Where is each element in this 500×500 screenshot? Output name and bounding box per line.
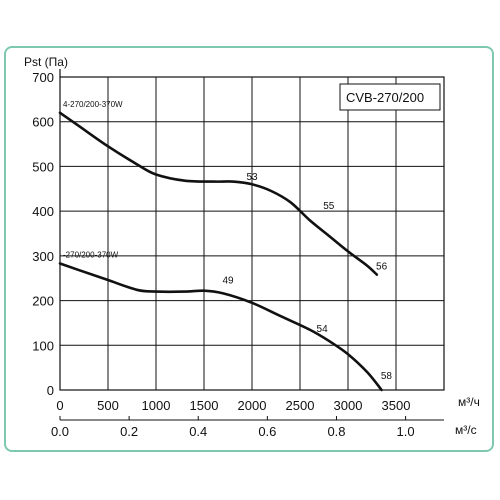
- series-group: [58, 111, 383, 392]
- x-tick-label-primary: 500: [97, 398, 119, 413]
- y-tick-label: 600: [32, 115, 54, 130]
- x-tick-label-primary: 2500: [286, 398, 315, 413]
- point-annotation: 53: [246, 172, 258, 183]
- x-tick-label-primary: 1000: [142, 398, 171, 413]
- y-axis-label: Pst (Па): [24, 55, 68, 69]
- model-label-box: [339, 83, 441, 111]
- point-annotation: 56: [376, 261, 388, 272]
- x-tick-label-secondary: 0.6: [258, 424, 276, 439]
- x-tick-label-secondary: 0.4: [189, 424, 207, 439]
- labels-group: 4-270/200-370W -270/200-370W 53 55 56 49 54 58: [63, 100, 392, 382]
- y-tick-label: 700: [32, 70, 54, 85]
- y-tick-label: 100: [32, 338, 54, 353]
- x-tick-label-primary: 3000: [334, 398, 363, 413]
- y-tick-label: 0: [47, 383, 54, 398]
- x-tick-label-secondary: 1.0: [397, 424, 415, 439]
- axes: 0 100 200 300 400 500 600 700 0 500 1000 1500 2000 25…: [32, 69, 444, 439]
- x-tick-label-primary: 3500: [382, 398, 411, 413]
- y-tick-label: 200: [32, 294, 54, 309]
- point-annotation: 54: [317, 324, 329, 335]
- x-tick-label-primary: 1500: [190, 398, 219, 413]
- point-annotation: 58: [381, 371, 393, 382]
- series-name-label: -270/200-370W: [63, 250, 119, 259]
- x-tick-label-secondary: 0.0: [51, 424, 69, 439]
- model-label: CVB-270/200: [346, 90, 424, 105]
- series-line-1: [58, 111, 379, 276]
- point-annotation: 55: [323, 201, 335, 212]
- x-axis-label-primary: м³/ч: [458, 395, 480, 409]
- series-line-2: [58, 262, 383, 392]
- point-annotation: 49: [222, 276, 234, 287]
- y-tick-label: 500: [32, 159, 54, 174]
- grid: [59, 76, 445, 391]
- y-tick-label: 400: [32, 204, 54, 219]
- x-tick-label-primary: 0: [56, 398, 63, 413]
- x-axis-label-secondary: м³/с: [455, 423, 477, 437]
- x-tick-label-secondary: 0.8: [327, 424, 345, 439]
- y-tick-label: 300: [32, 249, 54, 264]
- x-tick-label-primary: 2000: [238, 398, 267, 413]
- x-tick-label-secondary: 0.2: [120, 424, 138, 439]
- series-name-label: 4-270/200-370W: [63, 100, 123, 109]
